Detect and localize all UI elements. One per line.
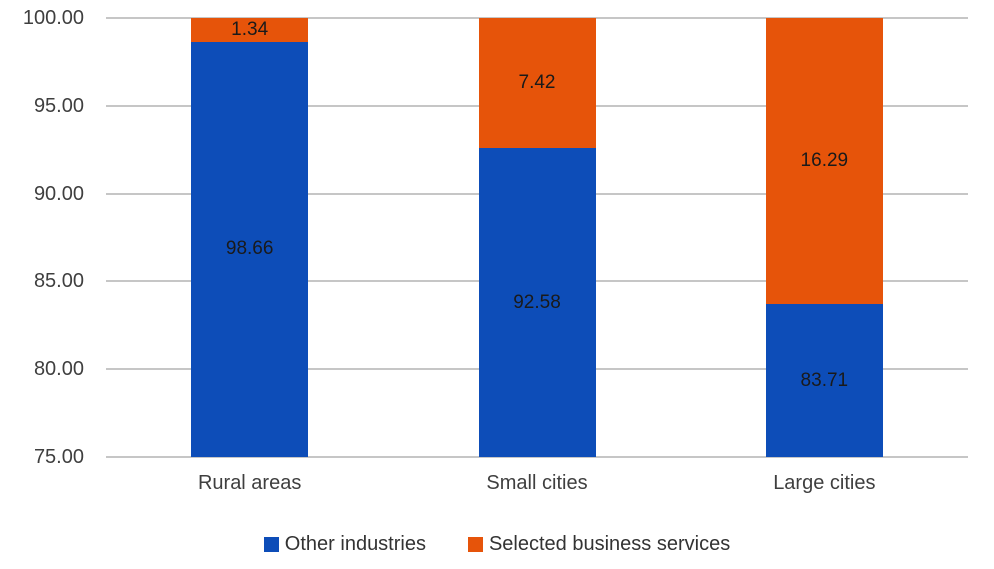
bar-data-label: 1.34 [231, 18, 269, 40]
bar-segment-selected-business-services [191, 18, 308, 42]
x-axis-category-label: Large cities [773, 472, 876, 494]
legend-item-label: Selected business services [488, 533, 731, 555]
bar-data-label: 7.42 [518, 72, 556, 94]
legend-swatch-icon [263, 537, 279, 552]
legend-item-label: Other industries [284, 533, 426, 555]
bar-segment-other-industries [479, 148, 596, 457]
bar-data-label: 98.66 [225, 238, 274, 260]
legend: Other industries Selected business servi… [0, 533, 994, 556]
bar-data-label: 83.71 [800, 369, 849, 391]
gridline [106, 456, 968, 458]
bar-segment-other-industries [191, 41, 308, 457]
y-axis-tick-label: 80.00 [33, 358, 84, 380]
bar-segment-selected-business-services [766, 18, 883, 305]
legend-swatch-icon [467, 537, 483, 552]
bar-segment-other-industries [766, 304, 883, 457]
x-axis-category-label: Rural areas [197, 472, 302, 494]
bar-data-label: 92.58 [513, 291, 561, 313]
x-axis-category-label: Small cities [486, 472, 588, 494]
y-axis-tick-label: 85.00 [33, 270, 84, 292]
y-axis-tick-label: 100.00 [22, 7, 84, 29]
legend-item-selected-business-services: Selected business services [467, 533, 731, 556]
bar-segment-selected-business-services [479, 18, 596, 149]
y-axis-tick-label: 95.00 [33, 95, 84, 117]
y-axis-tick-label: 90.00 [33, 183, 84, 205]
legend-item-other-industries: Other industries [263, 533, 426, 556]
bar-data-label: 16.29 [800, 150, 849, 172]
y-axis-tick-label: 75.00 [33, 446, 84, 468]
